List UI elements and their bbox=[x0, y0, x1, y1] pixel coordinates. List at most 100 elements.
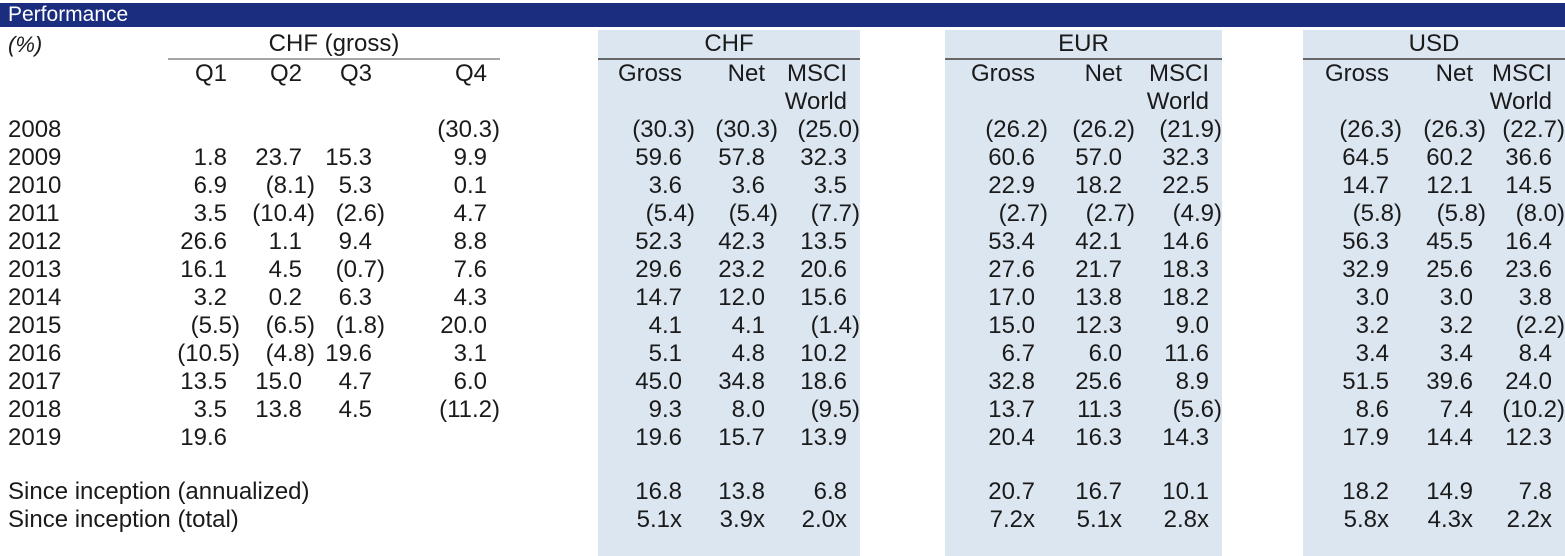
value-cell: (26.2) bbox=[1072, 116, 1135, 143]
value-cell: 13.8 bbox=[718, 478, 765, 505]
chf-title: CHF bbox=[598, 30, 861, 60]
year-label: 2011 bbox=[8, 200, 60, 227]
value-cell: 20.0 bbox=[440, 312, 487, 339]
value-cell: (5.8) bbox=[1352, 200, 1402, 227]
quarterly-table: (%) CHF (gross) Q1 Q2 Q3 Q4 2008 (30.3) 20… bbox=[0, 30, 500, 534]
value-cell: 3.4 bbox=[1439, 340, 1473, 367]
value-cell: 51.5 bbox=[1342, 368, 1389, 395]
since-inception-annualized-label: Since inception (annualized) bbox=[8, 478, 310, 505]
value-cell: 6.0 bbox=[453, 368, 487, 395]
value-cell: (2.7) bbox=[998, 200, 1048, 227]
value-cell: 18.2 bbox=[1342, 478, 1389, 505]
value-cell: 6.7 bbox=[1001, 340, 1035, 367]
value-cell: 2.8x bbox=[1163, 506, 1209, 533]
value-cell: 13.5 bbox=[800, 228, 848, 255]
year-label: 2019 bbox=[8, 424, 62, 451]
empty-cell bbox=[1303, 88, 1402, 116]
value-cell: 60.2 bbox=[1426, 144, 1473, 171]
value-cell: 42.1 bbox=[1075, 228, 1122, 255]
eur-column-header-gross: Gross bbox=[970, 60, 1035, 87]
empty-cell bbox=[0, 59, 168, 88]
value-cell: 4.7 bbox=[453, 200, 487, 227]
value-cell: 14.7 bbox=[635, 284, 682, 311]
chf-column-header-net: Net bbox=[727, 60, 765, 87]
value-cell: 15.0 bbox=[255, 368, 302, 395]
value-cell bbox=[240, 424, 315, 452]
spacer-row bbox=[0, 452, 500, 478]
value-cell: (5.5) bbox=[190, 312, 240, 339]
usd-column-header-net: Net bbox=[1435, 60, 1473, 87]
spacer-row bbox=[1303, 452, 1565, 478]
value-cell: 17.9 bbox=[1342, 424, 1389, 451]
value-cell: 13.9 bbox=[800, 424, 848, 451]
value-cell: 39.6 bbox=[1426, 368, 1473, 395]
value-cell: 7.2x bbox=[989, 506, 1035, 533]
eur-column-header-net: Net bbox=[1084, 60, 1122, 87]
value-cell: 12.1 bbox=[1426, 172, 1473, 199]
value-cell: 3.9x bbox=[719, 506, 765, 533]
value-cell: 29.6 bbox=[635, 256, 682, 283]
usd-table: USD Gross Net MSCI World (26.3) (26.3) (22… bbox=[1303, 30, 1565, 534]
eur-rows: (26.2) (26.2) (21.9) 60.6 57.0 32.3 22.9 18.2 22… bbox=[945, 116, 1222, 452]
value-cell: 4.7 bbox=[338, 368, 372, 395]
value-cell: 57.8 bbox=[718, 144, 765, 171]
value-cell: 16.1 bbox=[180, 256, 227, 283]
value-cell bbox=[240, 116, 315, 144]
chf-pane: CHF Gross Net MSCI World (30.3) (30.3) (25… bbox=[598, 30, 861, 556]
value-cell: 9.3 bbox=[648, 396, 682, 423]
chf-since-rows: 16.8 13.8 6.8 5.1x 3.9x 2.0x bbox=[598, 478, 860, 534]
value-cell: (2.2) bbox=[1515, 312, 1565, 339]
value-cell: 3.5 bbox=[193, 200, 227, 227]
year-label: 2018 bbox=[8, 396, 62, 423]
value-cell: 2.0x bbox=[801, 506, 848, 533]
value-cell: 11.3 bbox=[1077, 396, 1122, 423]
value-cell: 5.8x bbox=[1343, 506, 1389, 533]
value-cell: 4.5 bbox=[338, 396, 372, 423]
eur-since-rows: 20.7 16.7 10.1 7.2x 5.1x 2.8x bbox=[945, 478, 1222, 534]
value-cell: 3.6 bbox=[731, 172, 765, 199]
empty-cell bbox=[945, 88, 1048, 116]
value-cell: 20.6 bbox=[800, 256, 848, 283]
value-cell: 52.3 bbox=[635, 228, 682, 255]
value-cell: 8.8 bbox=[453, 228, 487, 255]
unit-label: (%) bbox=[8, 31, 43, 57]
value-cell: 11.6 bbox=[1164, 340, 1209, 367]
value-cell: 36.6 bbox=[1505, 144, 1552, 171]
value-cell: 20.4 bbox=[988, 424, 1035, 451]
value-cell: 19.6 bbox=[635, 424, 682, 451]
value-cell: (30.3) bbox=[632, 116, 695, 143]
value-cell: 3.0 bbox=[1355, 284, 1389, 311]
usd-rows: (26.3) (26.3) (22.7) 64.5 60.2 36.6 14.7 12.1 14… bbox=[1303, 116, 1565, 452]
value-cell: 8.6 bbox=[1355, 396, 1389, 423]
value-cell: 5.1x bbox=[636, 506, 682, 533]
quarterly-group-title: CHF (gross) bbox=[168, 30, 500, 60]
value-cell bbox=[315, 116, 385, 144]
value-cell: 6.8 bbox=[813, 478, 848, 505]
column-header-q2: Q2 bbox=[269, 60, 302, 87]
value-cell: (2.7) bbox=[1085, 200, 1135, 227]
value-cell: 10.1 bbox=[1162, 478, 1209, 505]
value-cell: 13.7 bbox=[988, 396, 1035, 423]
value-cell: (6.5) bbox=[265, 312, 315, 339]
value-cell: 4.5 bbox=[268, 256, 302, 283]
value-cell: (26.3) bbox=[1339, 116, 1402, 143]
value-cell: 23.7 bbox=[255, 144, 302, 171]
value-cell: 15.6 bbox=[800, 284, 848, 311]
value-cell: 12.3 bbox=[1505, 424, 1552, 451]
section-header-bar: Performance bbox=[0, 3, 1565, 27]
value-cell: (10.5) bbox=[177, 340, 240, 367]
chf-column-header-gross: Gross bbox=[617, 60, 682, 87]
value-cell: 9.4 bbox=[338, 228, 372, 255]
year-label: 2008 bbox=[8, 116, 62, 143]
year-label: 2010 bbox=[8, 172, 62, 199]
value-cell: 13.8 bbox=[1075, 284, 1122, 311]
value-cell: 32.3 bbox=[1162, 144, 1209, 171]
value-cell: 23.6 bbox=[1505, 256, 1552, 283]
usd-column-header-gross: Gross bbox=[1324, 60, 1389, 87]
value-cell: 7.4 bbox=[1439, 396, 1473, 423]
value-cell: 9.0 bbox=[1175, 312, 1209, 339]
value-cell: 24.0 bbox=[1505, 368, 1552, 395]
eur-column-header-world: World bbox=[1146, 88, 1209, 115]
year-label: 2013 bbox=[8, 256, 62, 283]
